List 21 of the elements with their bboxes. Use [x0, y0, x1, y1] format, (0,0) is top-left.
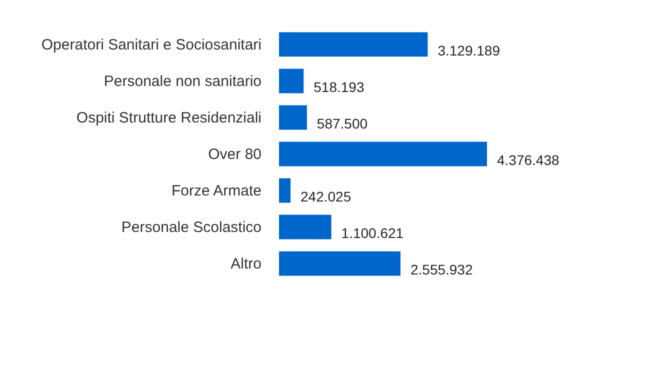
data-label: 4.376.438 — [497, 152, 560, 168]
data-label: 3.129.189 — [438, 42, 500, 58]
y-tick-label: Personale non sanitario — [104, 72, 262, 90]
y-tick-label: Personale Scolastico — [121, 219, 262, 236]
data-label: 242.025 — [300, 188, 352, 205]
bar — [279, 68, 304, 94]
data-label: 1.100.621 — [341, 225, 404, 242]
y-tick-label: Altro — [230, 256, 262, 273]
bar — [279, 178, 291, 203]
y-tick-label: Operatori Sanitari e Sociosanitari — [41, 36, 262, 54]
bar — [279, 214, 332, 240]
bar — [279, 251, 400, 276]
data-label: 518.193 — [314, 78, 364, 95]
y-tick-label: Over 80 — [208, 146, 262, 163]
y-tick-label: Forze Armate — [171, 182, 262, 200]
bar — [279, 32, 428, 57]
data-label: 2.555.932 — [410, 262, 473, 278]
y-tick-label: Ospiti Strutture Residenziali — [76, 109, 262, 126]
bar — [279, 105, 307, 130]
data-label: 587.500 — [316, 115, 368, 132]
bar — [279, 142, 487, 166]
